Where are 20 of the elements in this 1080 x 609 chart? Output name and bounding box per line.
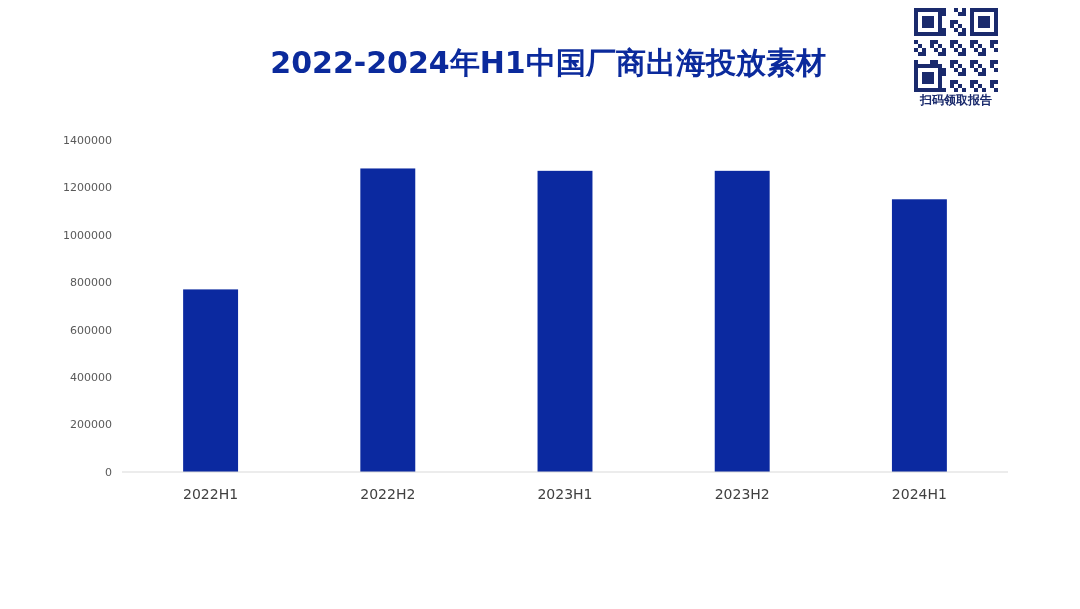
y-tick-label: 1200000: [63, 181, 112, 195]
x-tick-label: 2023H2: [714, 486, 770, 502]
y-tick-label: 1400000: [63, 133, 112, 147]
y-tick-label: 1000000: [63, 228, 112, 242]
x-tick-label: 2024H1: [891, 486, 947, 502]
bar: [714, 170, 770, 472]
chart-title: 2022-2024年H1中国厂商出海投放素材: [270, 45, 826, 80]
y-tick-label: 600000: [70, 323, 112, 337]
bar: [891, 199, 947, 472]
y-tick-label: 200000: [70, 418, 112, 432]
bar: [537, 170, 593, 472]
bar: [360, 168, 416, 472]
y-tick-label: 0: [105, 465, 112, 479]
y-tick-label: 400000: [70, 370, 112, 384]
text: 扫码领取报告: [919, 93, 992, 107]
x-tick-label: 2022H2: [360, 486, 416, 502]
y-tick-label: 800000: [70, 276, 112, 290]
bar: [183, 289, 239, 472]
x-tick-label: 2022H1: [183, 486, 239, 502]
x-tick-label: 2023H1: [537, 486, 593, 502]
